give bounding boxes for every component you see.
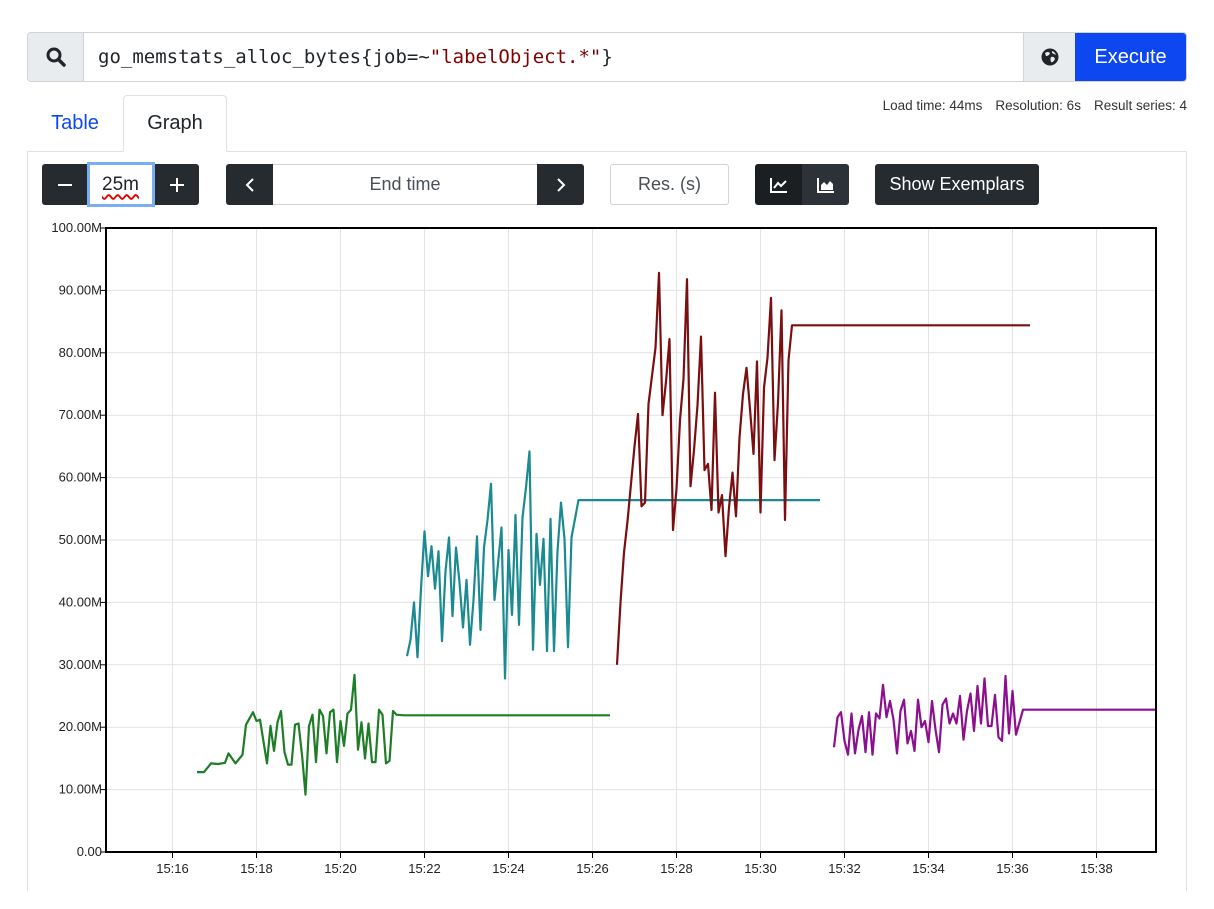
- y-tick-label: 30.00M: [59, 657, 102, 672]
- y-tick-label: 100.00M: [51, 220, 102, 235]
- x-axis-ticks: 15:16 15:18 15:20 15:22 15:24 15:26 15:28 15:30…: [156, 852, 1113, 876]
- panel-border-left: [27, 151, 28, 891]
- chart-grid: [106, 228, 1156, 852]
- result-series-stat: Result series: 4: [1093, 98, 1187, 113]
- chevron-right-icon: [556, 177, 565, 192]
- range-decrease-button[interactable]: [42, 164, 87, 205]
- x-tick-label: 15:18: [240, 861, 273, 876]
- expression-bar: go_memstats_alloc_bytes{job =~ "labelObjec…: [27, 32, 1187, 82]
- graph-chart: 0.00 10.00M 20.00M 30.00M 40.00M 50.00M 60.00M…: [51, 220, 1157, 876]
- y-tick-label: 80.00M: [59, 345, 102, 360]
- y-tick-label: 40.00M: [59, 594, 102, 609]
- query-stats: Load time: 44ms Resolution: 6s Result se…: [883, 98, 1187, 113]
- resolution-input[interactable]: Res. (s): [610, 164, 729, 205]
- chart-frame: [105, 227, 1157, 853]
- range-increase-button[interactable]: [155, 164, 199, 205]
- tab-divider: [27, 151, 1187, 152]
- execute-button[interactable]: Execute: [1075, 33, 1186, 81]
- chevron-left-icon: [245, 177, 254, 192]
- unstacked-button[interactable]: [755, 164, 802, 205]
- expr-label-name: job: [372, 46, 407, 68]
- expr-operator: =~: [406, 46, 430, 68]
- x-tick-label: 15:24: [492, 861, 525, 876]
- series-line-2[interactable]: [405, 450, 820, 680]
- chart-series: [197, 271, 1156, 796]
- stacked-toggle: [755, 164, 849, 205]
- resolution-stat: Resolution: 6s: [995, 98, 1081, 113]
- x-tick-label: 15:28: [660, 861, 693, 876]
- y-tick-label: 50.00M: [59, 532, 102, 547]
- series-line-4[interactable]: [832, 674, 1156, 756]
- x-tick-label: 15:34: [912, 861, 945, 876]
- expr-brace-close: }: [601, 46, 613, 68]
- area-chart-icon: [816, 177, 834, 193]
- y-tick-label: 70.00M: [59, 407, 102, 422]
- series-line-3[interactable]: [615, 271, 1030, 665]
- tab-graph[interactable]: Graph: [123, 95, 227, 152]
- x-tick-label: 15:22: [408, 861, 441, 876]
- expression-input[interactable]: go_memstats_alloc_bytes{job =~ "labelObjec…: [84, 33, 1023, 81]
- y-tick-label: 10.00M: [59, 782, 102, 797]
- line-chart-icon: [769, 177, 787, 193]
- x-tick-label: 15:16: [156, 861, 189, 876]
- stacked-button[interactable]: [802, 164, 849, 205]
- x-tick-label: 15:30: [744, 861, 777, 876]
- x-tick-label: 15:36: [996, 861, 1029, 876]
- x-tick-label: 15:32: [828, 861, 861, 876]
- series-line-1[interactable]: [197, 673, 610, 796]
- range-value: 25m: [102, 173, 139, 195]
- y-tick-label: 90.00M: [59, 282, 102, 297]
- x-tick-label: 15:26: [576, 861, 609, 876]
- y-tick-label: 20.00M: [59, 719, 102, 734]
- expr-label-value: "labelObject.*": [429, 46, 602, 68]
- end-time-back-button[interactable]: [226, 164, 273, 205]
- globe-icon[interactable]: [1023, 33, 1075, 81]
- show-exemplars-button[interactable]: Show Exemplars: [875, 164, 1039, 205]
- x-tick-label: 15:38: [1080, 861, 1113, 876]
- tab-table[interactable]: Table: [51, 111, 99, 134]
- expr-brace-open: {: [361, 46, 373, 68]
- panel-border-right: [1186, 151, 1187, 891]
- y-tick-label: 60.00M: [59, 470, 102, 485]
- minus-icon: [57, 183, 72, 186]
- end-time-forward-button[interactable]: [537, 164, 584, 205]
- y-tick-label: 0.00: [77, 844, 102, 859]
- expr-metric: go_memstats_alloc_bytes: [98, 46, 362, 68]
- end-time-input[interactable]: End time: [273, 164, 537, 205]
- x-tick-label: 15:20: [324, 861, 357, 876]
- range-input[interactable]: 25m: [87, 162, 155, 207]
- y-axis-ticks: 0.00 10.00M 20.00M 30.00M 40.00M 50.00M 60.00M…: [51, 220, 106, 859]
- search-icon[interactable]: [28, 33, 84, 81]
- load-time: Load time: 44ms: [882, 98, 983, 113]
- plus-icon: [170, 177, 184, 192]
